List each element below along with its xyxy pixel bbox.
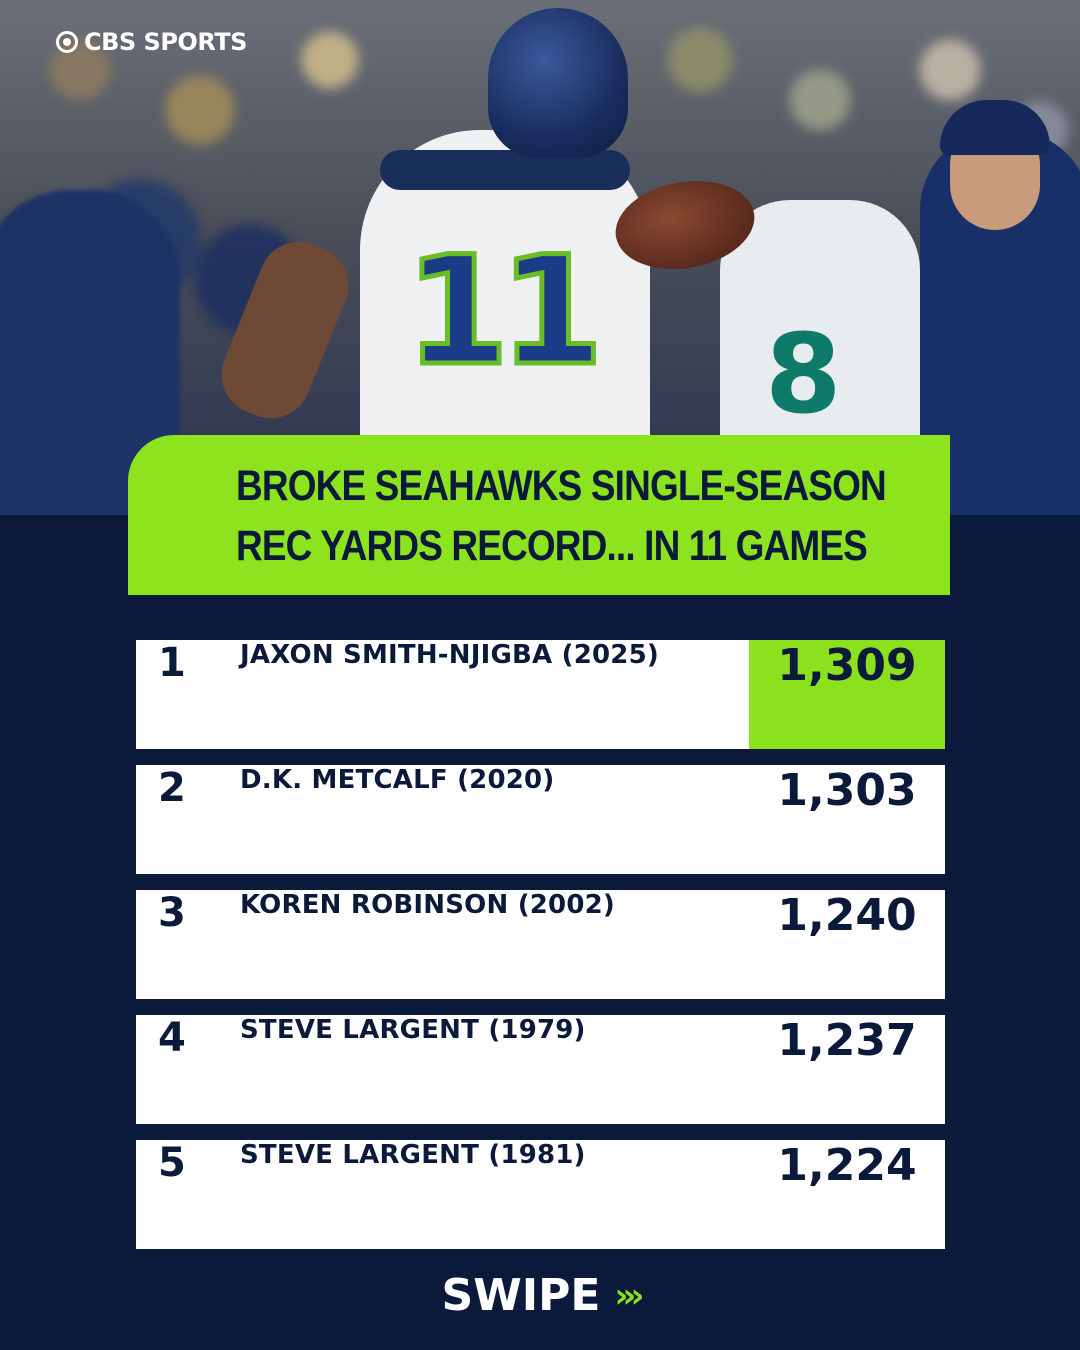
coach-cap	[940, 100, 1050, 155]
row-yards-value: 1,237	[777, 1015, 917, 1066]
player-shoulder-stripe	[380, 150, 630, 190]
row-yards-value: 1,309	[749, 640, 945, 749]
leaderboard-row: 2 D.K. METCALF (2020) 1,303	[136, 765, 945, 874]
row-yards-value: 1,303	[777, 765, 917, 816]
cbs-sports-logo-text: CBS SPORTS	[84, 28, 247, 56]
headline-line-2: REC YARDS RECORD... IN 11 GAMES	[236, 522, 868, 570]
player-jersey-number: 11	[403, 223, 607, 402]
row-rank: 2	[158, 765, 186, 811]
leaderboard-row: 5 STEVE LARGENT (1981) 1,224	[136, 1140, 945, 1249]
teammate-jersey-number: 8	[765, 310, 842, 438]
headline: BROKE SEAHAWKS SINGLE-SEASON REC YARDS R…	[236, 456, 887, 576]
leaderboard-row: 1 JAXON SMITH-NJIGBA (2025) 1,309	[136, 640, 945, 749]
hero-photo: 8 11 CBS SPORTS	[0, 0, 1080, 515]
leaderboard-row: 4 STEVE LARGENT (1979) 1,237	[136, 1015, 945, 1124]
swipe-prompt[interactable]: SWIPE ›››	[0, 1270, 1080, 1321]
chevron-right-icon: ›››	[614, 1275, 644, 1316]
row-player-name: D.K. METCALF (2020)	[240, 765, 555, 795]
coach-figure	[920, 100, 1080, 515]
row-rank: 1	[158, 640, 186, 686]
row-player-name: STEVE LARGENT (1981)	[240, 1140, 586, 1170]
row-yards-value: 1,240	[777, 890, 917, 941]
row-player-name: JAXON SMITH-NJIGBA (2025)	[240, 640, 659, 670]
swipe-label: SWIPE	[441, 1270, 601, 1321]
headline-banner	[128, 435, 950, 595]
leaderboard-row: 3 KOREN ROBINSON (2002) 1,240	[136, 890, 945, 999]
player-helmet	[488, 8, 628, 158]
row-player-name: STEVE LARGENT (1979)	[240, 1015, 586, 1045]
row-player-name: KOREN ROBINSON (2002)	[240, 890, 616, 920]
row-rank: 3	[158, 890, 186, 936]
row-rank: 5	[158, 1140, 186, 1186]
cbs-eye-icon	[56, 31, 78, 53]
leaderboard: 1 JAXON SMITH-NJIGBA (2025) 1,309 2 D.K.…	[136, 640, 945, 1265]
headline-line-1: BROKE SEAHAWKS SINGLE-SEASON	[236, 462, 887, 510]
row-yards-value: 1,224	[777, 1140, 917, 1191]
row-rank: 4	[158, 1015, 186, 1061]
cbs-sports-logo: CBS SPORTS	[56, 28, 247, 56]
